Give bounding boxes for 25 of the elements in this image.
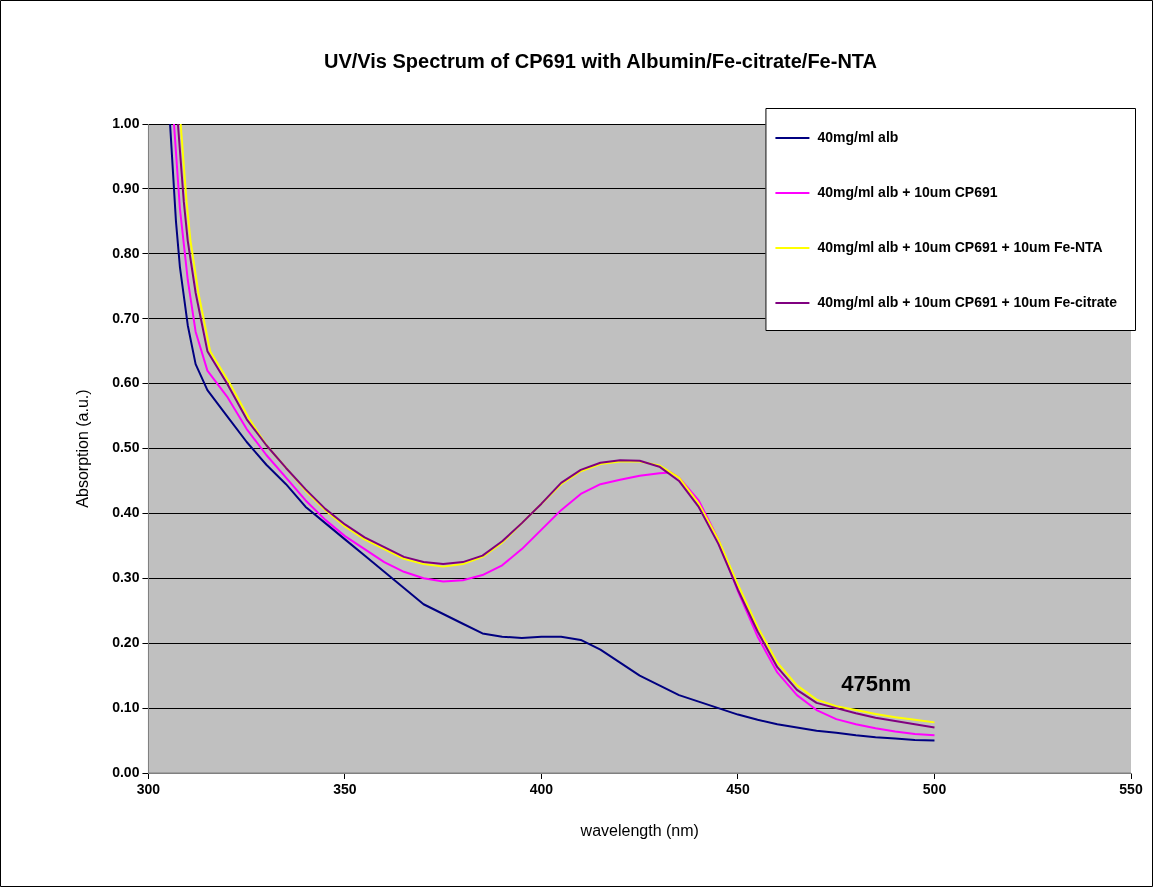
annotation: 475nm (841, 671, 911, 697)
y-tick-label: 0.90 (112, 179, 140, 196)
y-tick-label: 1.00 (112, 114, 140, 131)
y-tick-label: 0.40 (112, 504, 140, 521)
x-tick-label: 400 (529, 781, 554, 798)
y-tick-label: 0.60 (112, 374, 140, 391)
y-axis-title: Absorption (a.u.) (74, 389, 92, 508)
y-tick-label: 0.70 (112, 309, 140, 326)
y-tick-label: 0.00 (112, 763, 140, 780)
x-tick-label: 550 (1119, 781, 1143, 798)
legend-label: 40mg/ml alb + 10um CP691 (817, 183, 998, 200)
y-tick-label: 0.80 (112, 244, 140, 261)
x-tick-label: 450 (726, 781, 750, 798)
x-tick-label: 300 (136, 781, 161, 798)
legend-label: 40mg/ml alb + 10um CP691 + 10um Fe-NTA (817, 238, 1103, 255)
chart-title: UV/Vis Spectrum of CP691 with Albumin/Fe-citrate/Fe-NTA (323, 49, 878, 72)
y-tick-label: 0.20 (112, 634, 140, 651)
x-tick-label: 350 (333, 781, 357, 798)
x-tick-label: 500 (922, 781, 947, 798)
legend-label: 40mg/ml alb + 10um CP691 + 10um Fe-citrate (817, 293, 1118, 310)
y-tick-label: 0.50 (112, 439, 140, 456)
y-tick-label: 0.10 (112, 698, 140, 715)
legend-label: 40mg/ml alb (817, 128, 899, 145)
x-axis-title: wavelength (nm) (579, 821, 699, 839)
y-tick-label: 0.30 (112, 569, 140, 586)
